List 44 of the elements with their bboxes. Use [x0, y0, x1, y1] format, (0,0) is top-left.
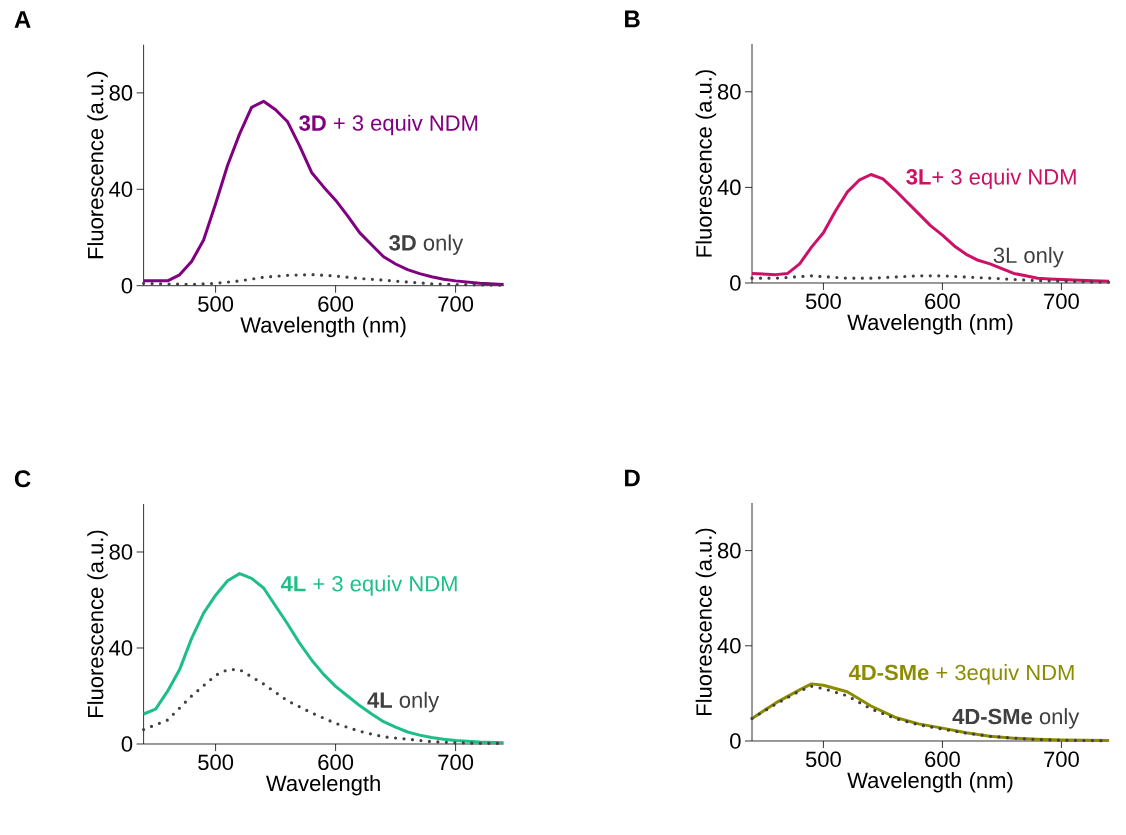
- x-tick-label: 700: [1044, 751, 1079, 768]
- y-tick-label: 80: [717, 542, 741, 559]
- x-tick-label: 700: [438, 296, 474, 312]
- y-axis-title: Fluorescence (a.u.): [695, 70, 717, 257]
- x-tick-label: 500: [198, 754, 234, 771]
- x-tick-label: 700: [438, 754, 474, 771]
- y-tick-label: 40: [109, 181, 133, 198]
- y-axis-title: Fluorescence (a.u.): [695, 528, 717, 715]
- series-label: 4L only: [367, 691, 440, 713]
- y-tick-label: 80: [109, 544, 133, 560]
- y-tick-label: 0: [121, 736, 133, 752]
- series-label: 3D + 3 equiv NDM: [299, 114, 478, 136]
- x-tick-label: 500: [805, 293, 841, 310]
- series-label: 4D-SMe only: [952, 708, 1080, 729]
- y-tick-label: 0: [121, 277, 133, 294]
- y-tick-label: 80: [717, 83, 741, 100]
- chart-title: B: [625, 10, 640, 28]
- x-tick-label: 500: [198, 296, 234, 312]
- x-tick-label: 600: [925, 293, 960, 310]
- series-label: 4D-SMe + 3equiv NDM: [848, 664, 1074, 685]
- chart-title: D: [625, 469, 640, 487]
- x-tick-label: 600: [318, 296, 354, 312]
- x-tick-label: 700: [1044, 293, 1079, 310]
- chart-title: C: [14, 470, 31, 488]
- x-axis-title: Wavelength (nm): [847, 313, 1013, 335]
- series-label: 4L + 3 equiv NDM: [280, 575, 457, 596]
- x-tick-label: 500: [805, 751, 841, 768]
- x-tick-label: 600: [925, 751, 960, 768]
- y-tick-label: 40: [109, 640, 133, 656]
- y-tick-label: 40: [717, 638, 741, 654]
- x-tick-label: 600: [318, 754, 354, 771]
- y-axis-title: Fluorescence (a.u.): [87, 530, 108, 717]
- y-tick-label: 0: [730, 733, 741, 749]
- y-tick-label: 80: [109, 85, 133, 101]
- series-label: 3L only: [993, 246, 1064, 268]
- series-label: 3L+ 3 equiv NDM: [906, 168, 1076, 190]
- y-tick-label: 0: [730, 275, 741, 291]
- x-axis-title: Wavelength (nm): [240, 316, 406, 338]
- x-axis-title: Wavelength (nm): [847, 771, 1013, 793]
- x-axis-title: Wavelength: [266, 774, 380, 796]
- series-label: 3D only: [389, 234, 464, 255]
- y-tick-label: 40: [717, 179, 741, 196]
- chart-title: A: [14, 11, 31, 28]
- y-axis-title: Fluorescence (a.u.): [87, 71, 108, 259]
